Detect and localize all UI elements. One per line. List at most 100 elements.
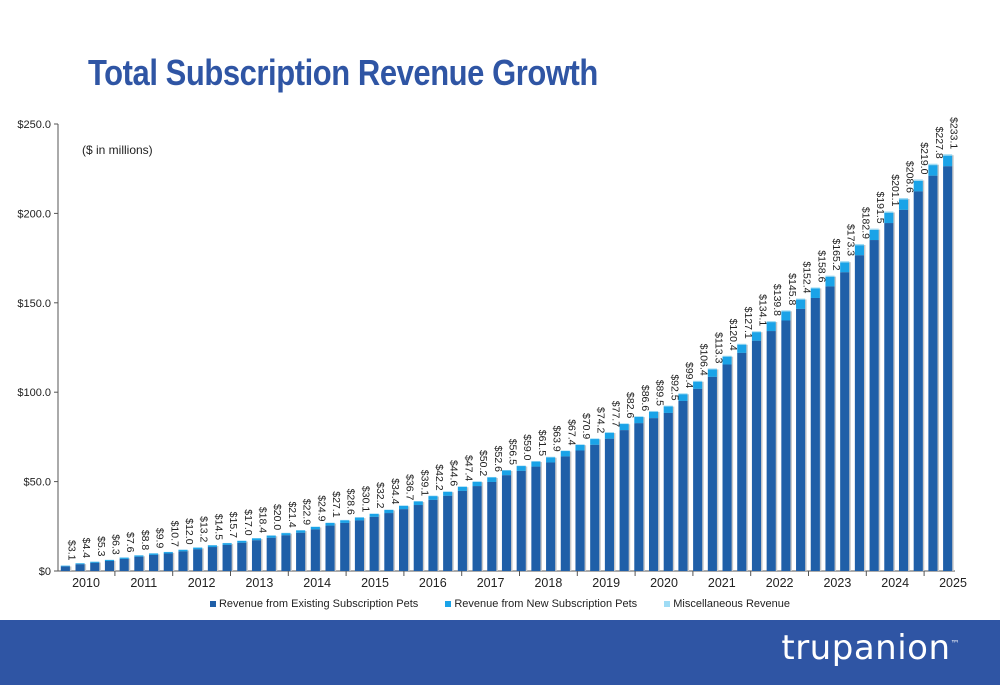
bar-new bbox=[722, 356, 732, 365]
data-label: $28.6 bbox=[345, 489, 357, 515]
data-label: $18.4 bbox=[257, 507, 269, 533]
x-tick-label: 2024 bbox=[881, 576, 909, 590]
data-label: $182.9 bbox=[859, 207, 871, 239]
bar-misc bbox=[825, 275, 835, 277]
legend-item-misc: Miscellaneous Revenue bbox=[664, 598, 790, 610]
bar-new bbox=[399, 505, 409, 510]
bar-new bbox=[619, 424, 629, 431]
trupanion-logo: trupanion™ bbox=[781, 628, 960, 668]
bar-new bbox=[707, 369, 717, 377]
data-label: $173.3 bbox=[845, 224, 857, 256]
bar-new bbox=[854, 245, 864, 256]
bar-existing bbox=[413, 505, 423, 571]
bar-new bbox=[648, 411, 659, 419]
bar-misc bbox=[501, 469, 512, 471]
data-label: $82.6 bbox=[624, 392, 636, 418]
bar-new bbox=[281, 533, 291, 536]
bar-new bbox=[354, 517, 365, 521]
data-label: $39.1 bbox=[418, 470, 430, 496]
data-label: $67.4 bbox=[565, 419, 577, 445]
data-label: $5.3 bbox=[95, 536, 107, 557]
bar-existing bbox=[237, 542, 247, 571]
bar-misc bbox=[663, 405, 673, 407]
bar-existing bbox=[604, 438, 614, 571]
y-tick-label: $200.0 bbox=[17, 208, 51, 220]
data-label: $77.7 bbox=[609, 401, 621, 427]
bar-misc bbox=[487, 476, 497, 478]
bar-existing bbox=[60, 566, 70, 571]
bar-existing bbox=[634, 423, 644, 571]
bar-new bbox=[340, 520, 350, 523]
y-tick-label: $50.0 bbox=[23, 477, 51, 489]
bar-existing bbox=[619, 430, 629, 571]
bar-existing bbox=[928, 175, 938, 571]
data-label: $9.9 bbox=[154, 528, 166, 549]
bar-new bbox=[90, 561, 100, 563]
legend-swatch-misc bbox=[664, 601, 671, 608]
bar-existing bbox=[531, 466, 541, 571]
data-label: $13.2 bbox=[198, 516, 210, 542]
bar-misc bbox=[884, 211, 894, 213]
x-tick-label: 2015 bbox=[361, 576, 389, 590]
data-label: $3.1 bbox=[65, 540, 77, 561]
data-label: $92.5 bbox=[668, 374, 680, 400]
bar-existing bbox=[325, 525, 335, 571]
bar-new bbox=[428, 496, 438, 500]
x-tick-label: 2016 bbox=[419, 576, 447, 590]
data-label: $21.4 bbox=[286, 501, 298, 527]
data-label: $4.4 bbox=[80, 538, 92, 559]
bar-existing bbox=[281, 535, 291, 571]
bar-existing bbox=[457, 490, 467, 571]
bar-misc bbox=[840, 261, 850, 263]
data-label: $44.6 bbox=[448, 460, 460, 486]
bar-existing bbox=[766, 331, 776, 571]
bar-existing bbox=[796, 308, 806, 571]
data-label: $15.7 bbox=[227, 512, 239, 538]
bar-existing bbox=[707, 376, 717, 571]
bar-new bbox=[325, 522, 335, 526]
data-label: $7.6 bbox=[124, 532, 136, 553]
x-tick-label: 2018 bbox=[534, 576, 562, 590]
bar-existing bbox=[516, 470, 526, 571]
legend-item-new: Revenue from New Subscription Pets bbox=[445, 598, 637, 610]
bar-new bbox=[296, 530, 306, 533]
bar-new bbox=[163, 552, 173, 554]
bar-new bbox=[575, 444, 585, 451]
data-label: $63.9 bbox=[551, 425, 563, 451]
data-label: $12.0 bbox=[183, 518, 195, 544]
bar-new bbox=[369, 513, 379, 517]
bar-misc bbox=[913, 179, 923, 181]
bar-misc bbox=[854, 243, 864, 246]
bar-new bbox=[693, 381, 703, 389]
data-label: $27.1 bbox=[330, 491, 342, 517]
bar-existing bbox=[663, 412, 673, 571]
bar-new bbox=[237, 540, 247, 543]
bar-new bbox=[943, 155, 953, 167]
data-label: $134.1 bbox=[756, 294, 768, 326]
bar-misc bbox=[693, 380, 703, 382]
bar-misc bbox=[796, 298, 806, 300]
bar-new bbox=[766, 322, 776, 332]
bar-existing bbox=[501, 475, 512, 571]
bar-existing bbox=[251, 540, 262, 571]
bar-existing bbox=[119, 558, 129, 571]
bar-existing bbox=[443, 495, 453, 571]
data-label: $34.4 bbox=[389, 478, 401, 504]
x-tick-label: 2025 bbox=[939, 576, 967, 590]
data-label: $208.6 bbox=[904, 161, 916, 193]
bar-misc bbox=[648, 410, 659, 412]
bar-misc bbox=[590, 438, 600, 440]
bar-new bbox=[898, 199, 909, 210]
bar-new bbox=[810, 288, 820, 298]
bar-new bbox=[104, 559, 115, 561]
bar-new bbox=[443, 491, 453, 496]
bar-existing bbox=[898, 209, 909, 571]
bar-new bbox=[869, 229, 879, 241]
bar-existing bbox=[163, 553, 173, 571]
data-label: $24.9 bbox=[315, 495, 327, 521]
data-label: $139.8 bbox=[771, 284, 783, 316]
bar-existing bbox=[266, 537, 276, 571]
bar-new bbox=[149, 553, 159, 555]
bar-existing bbox=[75, 564, 85, 571]
bar-new bbox=[604, 432, 614, 439]
